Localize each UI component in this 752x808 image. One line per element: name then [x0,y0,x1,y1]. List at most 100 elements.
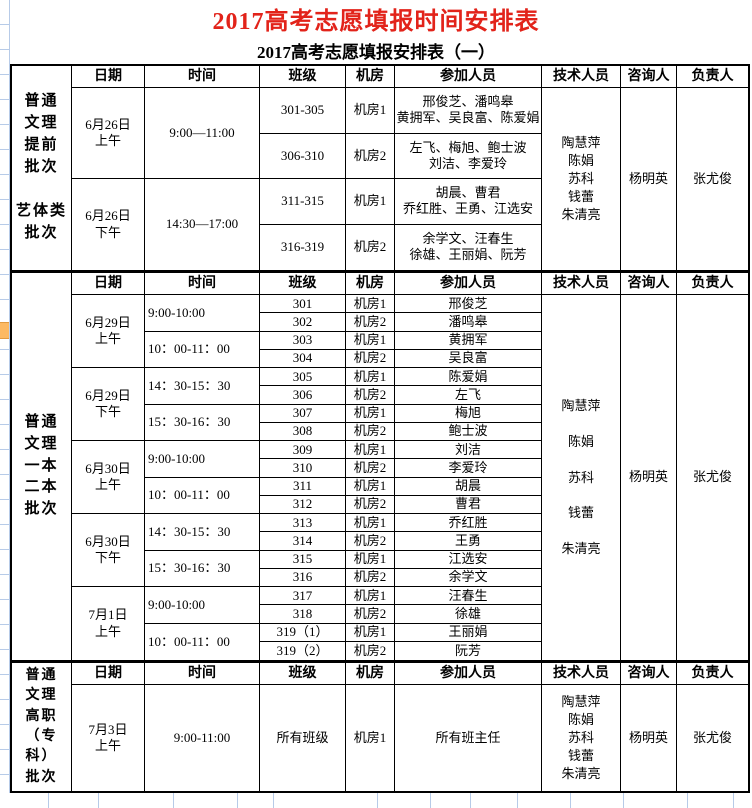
header-class[interactable]: 班级 [260,66,346,88]
class-cell[interactable]: 313 [260,514,346,533]
header-participants[interactable]: 参加人员 [395,273,542,295]
room-cell[interactable]: 机房1 [346,514,395,533]
room-cell[interactable]: 机房1 [346,368,395,387]
participants-cell[interactable]: 李爱玲 [395,459,542,478]
class-cell[interactable]: 306 [260,386,346,405]
header-date[interactable]: 日期 [72,66,145,88]
time-cell[interactable]: 9:00-11:00 [145,685,260,791]
participants-cell[interactable]: 阮芳 [395,641,542,660]
class-cell[interactable]: 316 [260,568,346,587]
class-cell[interactable]: 305 [260,368,346,387]
participants-cell[interactable]: 梅旭 [395,404,542,423]
class-cell[interactable]: 307 [260,404,346,423]
time-cell[interactable]: 15：30-16：30 [145,404,260,441]
class-cell[interactable]: 318 [260,605,346,624]
header-consultant[interactable]: 咨询人 [621,66,677,88]
header-consultant[interactable]: 咨询人 [621,273,677,295]
participants-cell[interactable]: 乔红胜 [395,514,542,533]
participants-cell[interactable]: 余学文 [395,568,542,587]
consultant-cell[interactable]: 杨明英 [621,295,677,660]
consultant-cell[interactable]: 杨明英 [621,685,677,791]
header-participants[interactable]: 参加人员 [395,66,542,88]
participants-cell[interactable]: 陈爱娟 [395,368,542,387]
class-cell[interactable]: 301-305 [260,88,346,134]
class-cell[interactable]: 317 [260,587,346,606]
header-time[interactable]: 时间 [145,66,260,88]
header-time[interactable]: 时间 [145,273,260,295]
class-cell[interactable]: 316-319 [260,224,346,270]
participants-cell[interactable]: 江选安 [395,550,542,569]
category-cell[interactable]: 普通 文理 一本 二本 批次 [12,273,72,660]
date-cell[interactable]: 6月26日 上午 [72,88,145,179]
header-leader[interactable]: 负责人 [677,663,748,685]
participants-cell[interactable]: 曹君 [395,495,542,514]
class-cell[interactable]: 303 [260,331,346,350]
leader-cell[interactable]: 张尤俊 [692,469,732,485]
participants-cell[interactable]: 刘洁 [395,441,542,460]
participants-cell[interactable]: 王勇 [395,532,542,551]
participants-cell[interactable]: 左飞、梅旭、鲍士波 刘洁、李爱玲 [395,133,542,179]
header-participants[interactable]: 参加人员 [395,663,542,685]
class-cell[interactable]: 所有班级 [260,685,346,791]
participants-cell[interactable]: 汪春生 [395,587,542,606]
class-cell[interactable]: 319（2） [260,641,346,660]
room-cell[interactable]: 机房2 [346,459,395,478]
room-cell[interactable]: 机房1 [346,295,395,314]
time-cell[interactable]: 14：30-15：30 [145,514,260,551]
time-cell[interactable]: 10：00-11：00 [145,623,260,660]
participants-cell[interactable]: 余学文、汪春生 徐雄、王丽娟、阮芳 [395,224,542,270]
class-cell[interactable]: 311 [260,477,346,496]
participants-cell[interactable]: 邢俊芝、潘鸣皋 黄拥军、吴良富、陈爱娟 [395,88,542,134]
header-date[interactable]: 日期 [72,273,145,295]
class-cell[interactable]: 301 [260,295,346,314]
header-tech[interactable]: 技术人员 [542,663,621,685]
room-cell[interactable]: 机房1 [346,88,395,134]
participants-cell[interactable]: 所有班主任 [395,685,542,791]
header-room[interactable]: 机房 [346,273,395,295]
time-cell[interactable]: 15：30-16：30 [145,550,260,587]
time-cell[interactable]: 9:00—11:00 [145,88,260,179]
participants-cell[interactable]: 胡晨 [395,477,542,496]
class-cell[interactable]: 312 [260,495,346,514]
leader-cell[interactable]: 张尤俊 [692,170,732,186]
consultant-cell[interactable]: 杨明英 [621,88,677,270]
class-cell[interactable]: 310 [260,459,346,478]
room-cell[interactable]: 机房2 [346,313,395,332]
room-cell[interactable]: 机房1 [346,477,395,496]
tech-staff-cell[interactable]: 陶慧萍 陈娟 苏科 钱蕾 朱清亮 [542,88,621,270]
room-cell[interactable]: 机房2 [346,605,395,624]
class-cell[interactable]: 306-310 [260,133,346,179]
room-cell[interactable]: 机房2 [346,349,395,368]
room-cell[interactable]: 机房2 [346,386,395,405]
room-cell[interactable]: 机房1 [346,331,395,350]
header-leader[interactable]: 负责人 [677,273,748,295]
participants-cell[interactable]: 黄拥军 [395,331,542,350]
participants-cell[interactable]: 吴良富 [395,349,542,368]
room-cell[interactable]: 机房1 [346,179,395,225]
participants-cell[interactable]: 左飞 [395,386,542,405]
class-cell[interactable]: 314 [260,532,346,551]
participants-cell[interactable]: 鲍士波 [395,422,542,441]
time-cell[interactable]: 9:00-10:00 [145,441,260,478]
class-cell[interactable]: 304 [260,349,346,368]
category-cell[interactable]: 普通 文理 高职 （专 科） 批次 [12,663,72,791]
class-cell[interactable]: 311-315 [260,179,346,225]
date-cell[interactable]: 6月29日 上午 [72,295,145,368]
participants-cell[interactable]: 王丽娟 [395,623,542,642]
room-cell[interactable]: 机房2 [346,568,395,587]
header-room[interactable]: 机房 [346,66,395,88]
tech-staff-cell[interactable]: 陶慧萍 陈娟 苏科 钱蕾 朱清亮 [542,295,621,660]
date-cell[interactable]: 6月29日 下午 [72,368,145,441]
room-cell[interactable]: 机房1 [346,404,395,423]
tech-staff-cell[interactable]: 陶慧萍 陈娟 苏科 钱蕾 朱清亮 [542,685,621,791]
room-cell[interactable]: 机房1 [346,623,395,642]
class-cell[interactable]: 319（1） [260,623,346,642]
class-cell[interactable]: 309 [260,441,346,460]
date-cell[interactable]: 6月30日 下午 [72,514,145,587]
header-tech[interactable]: 技术人员 [542,273,621,295]
room-cell[interactable]: 机房2 [346,641,395,660]
header-date[interactable]: 日期 [72,663,145,685]
class-cell[interactable]: 302 [260,313,346,332]
participants-cell[interactable]: 邢俊芝 [395,295,542,314]
room-cell[interactable]: 机房2 [346,133,395,179]
